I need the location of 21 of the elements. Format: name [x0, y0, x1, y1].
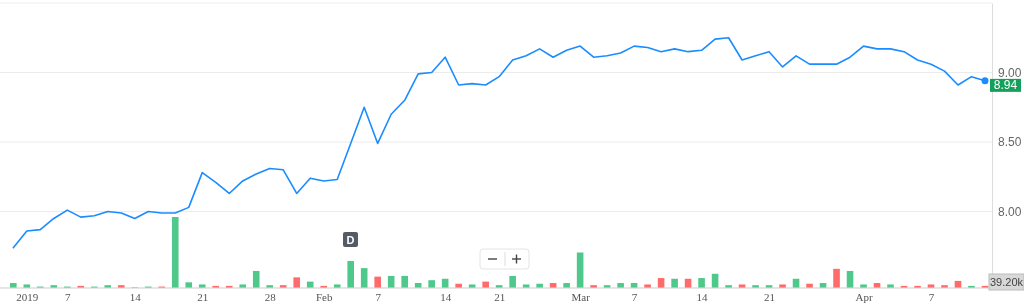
x-tick-label: 21: [197, 290, 209, 303]
x-tick-label: 7: [928, 290, 935, 303]
y-tick-label: 8.00: [998, 204, 1022, 219]
annotation: 39.20k: [989, 276, 1024, 288]
x-tick-label: 21: [764, 290, 776, 303]
x-tick-label: 21: [494, 290, 506, 303]
y-tick-label: 9.00: [998, 65, 1022, 80]
x-tick-label: 2019: [16, 290, 39, 303]
y-tick-label: 8.50: [998, 135, 1022, 150]
x-tick-label: 7: [375, 290, 382, 303]
x-tick-label: 7: [631, 290, 638, 303]
x-tick-label: Mar: [571, 290, 591, 303]
x-tick-label: 7: [65, 290, 72, 303]
x-tick-label: 28: [264, 290, 277, 303]
annotation: D: [346, 234, 355, 246]
x-tick-label: 14: [696, 290, 709, 303]
x-tick-label: Feb: [315, 290, 333, 303]
x-tick-label: 14: [129, 290, 142, 303]
x-tick-label: 14: [440, 290, 452, 303]
data-label: 8.94: [993, 78, 1018, 93]
x-tick-label: Apr: [855, 290, 873, 303]
